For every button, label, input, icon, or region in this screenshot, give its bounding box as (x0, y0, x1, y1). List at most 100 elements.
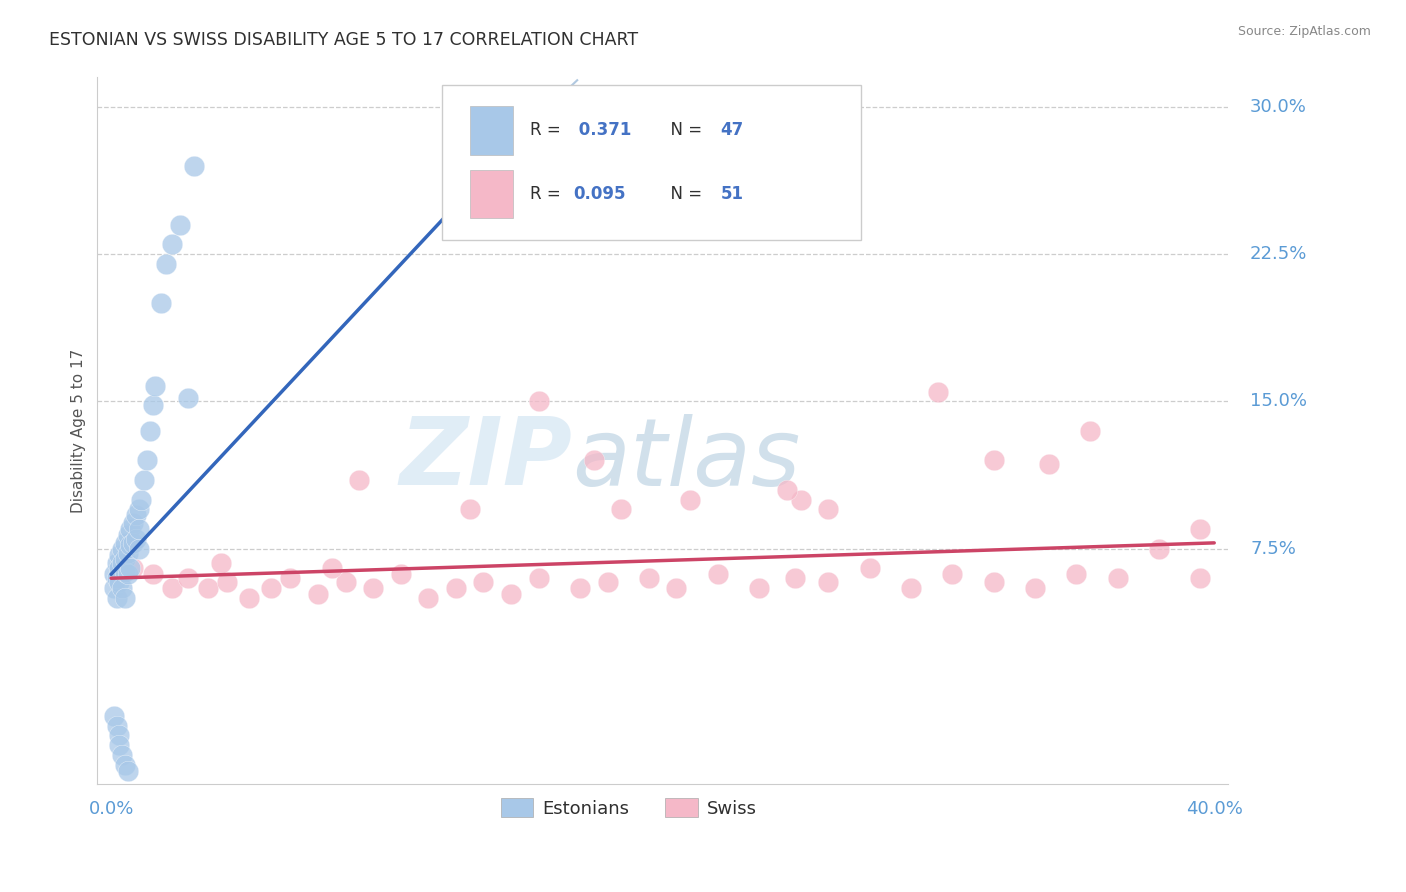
Point (169, 218, 191, 232)
Point (472, 575, 495, 590)
Point (197, 581, 219, 595)
Text: N =: N = (661, 186, 707, 203)
Point (215, 575, 238, 590)
Point (211, 556, 233, 570)
Point (117, 764, 139, 778)
Text: 30.0%: 30.0% (1250, 98, 1308, 116)
Point (927, 384, 949, 399)
Point (105, 571, 128, 585)
Point (117, 567, 139, 582)
Point (117, 546, 139, 560)
Point (120, 561, 142, 575)
Point (1078, 424, 1101, 438)
Text: ESTONIAN VS SWISS DISABILITY AGE 5 TO 17 CORRELATION CHART: ESTONIAN VS SWISS DISABILITY AGE 5 TO 17… (49, 31, 638, 49)
Point (527, 394, 550, 409)
Point (114, 757, 136, 772)
Point (418, 591, 440, 605)
Point (108, 738, 131, 752)
Point (458, 502, 481, 516)
Text: R =: R = (530, 186, 567, 203)
Point (280, 571, 302, 585)
Point (160, 581, 183, 595)
Point (349, 473, 371, 487)
Point (568, 581, 591, 595)
Point (120, 538, 142, 552)
Point (105, 556, 128, 570)
Point (136, 453, 159, 467)
Point (665, 581, 688, 595)
Text: 15.0%: 15.0% (1250, 392, 1308, 410)
Point (139, 424, 162, 438)
Point (817, 502, 839, 516)
Point (817, 575, 839, 590)
Text: N =: N = (661, 121, 707, 139)
Point (789, 492, 811, 507)
Text: ZIP: ZIP (399, 413, 572, 505)
Point (444, 581, 467, 595)
Point (114, 591, 136, 605)
Point (143, 378, 166, 392)
Point (177, 571, 200, 585)
Point (260, 581, 283, 595)
Point (177, 391, 200, 405)
Text: 0.0%: 0.0% (89, 800, 134, 818)
Point (900, 581, 922, 595)
Text: atlas: atlas (572, 414, 800, 505)
Text: 40.0%: 40.0% (1185, 800, 1243, 818)
Point (103, 581, 125, 595)
Point (105, 591, 128, 605)
Point (610, 502, 633, 516)
Point (108, 728, 131, 742)
Point (108, 575, 131, 590)
Point (679, 492, 702, 507)
Bar (471, 106, 513, 154)
Point (111, 747, 134, 762)
Point (707, 567, 730, 582)
Legend: Estonians, Swiss: Estonians, Swiss (494, 791, 763, 825)
Point (527, 571, 550, 585)
Point (114, 551, 136, 566)
Point (638, 571, 661, 585)
Point (1038, 458, 1060, 472)
Text: 47: 47 (720, 121, 744, 139)
Point (117, 528, 139, 542)
Point (122, 516, 145, 531)
Point (111, 541, 134, 556)
Point (149, 296, 172, 310)
Text: 7.5%: 7.5% (1250, 540, 1296, 558)
Point (183, 159, 205, 173)
Point (114, 566, 136, 580)
Bar (471, 170, 513, 219)
Point (122, 536, 145, 550)
Text: 0.371: 0.371 (574, 121, 631, 139)
Point (596, 575, 619, 590)
Point (141, 567, 163, 582)
Point (1147, 541, 1170, 556)
Point (114, 536, 136, 550)
Point (1107, 571, 1129, 585)
Point (160, 237, 183, 252)
Point (776, 483, 799, 497)
Point (361, 581, 384, 595)
Point (335, 575, 357, 590)
Point (1189, 571, 1212, 585)
Point (122, 561, 145, 575)
Point (1024, 581, 1046, 595)
Point (499, 587, 522, 601)
Point (111, 581, 134, 595)
Point (125, 508, 148, 523)
Text: 22.5%: 22.5% (1250, 245, 1308, 263)
Point (141, 398, 163, 412)
Point (155, 257, 177, 271)
Text: R =: R = (530, 121, 567, 139)
Point (105, 718, 128, 732)
Point (238, 591, 260, 605)
Point (108, 561, 131, 575)
Text: 51: 51 (720, 186, 744, 203)
Point (941, 567, 963, 582)
Point (389, 567, 412, 582)
Point (582, 453, 605, 467)
Point (120, 522, 142, 536)
Point (983, 575, 1005, 590)
Point (128, 502, 150, 516)
